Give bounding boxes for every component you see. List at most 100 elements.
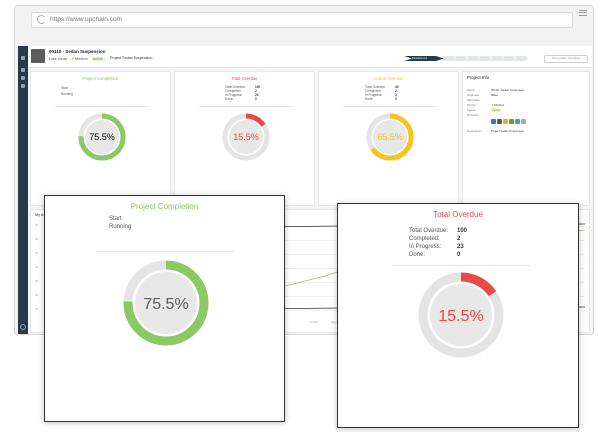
row-label: Done: [409,252,426,258]
overdue-card: Total Overdue Total Overdue: 100 Complete… [174,71,315,206]
project-info-card: Project Info Name: 00110 - Sedan Suspensi… [462,71,590,206]
info-row: Members: [467,113,479,117]
row-label: In Progress: [225,93,243,97]
row-label: Completed: [225,89,242,93]
stage-step[interactable] [454,56,468,61]
row-label: Members: [467,113,480,117]
stage-step[interactable] [502,56,516,61]
project-info-title: Project Info [467,75,490,80]
completion-title: Project Completion [82,76,119,81]
info-row: Start Date: [467,98,480,102]
stage-step[interactable] [442,56,456,61]
row-value: 100 [457,228,468,234]
row-value: ★ Medium [491,103,504,107]
avatar[interactable] [503,119,508,124]
row-label: Name: [467,88,476,92]
overdue-donut: 15.5% [222,113,270,161]
stage-step[interactable] [514,56,528,61]
divider [343,106,437,107]
donut-arc [366,113,414,161]
gridline [45,240,585,241]
critical-row: Total Overdue: 40 [365,85,399,89]
project-thumbnail [31,49,45,63]
row-label: Total Overdue: [365,85,386,89]
status-badge: Active [90,57,105,61]
zoom-overdue-row: Total Overdue: 100 [409,228,467,234]
critical-row: In Progress: 3 [365,93,397,97]
y-tick: 50 [35,252,38,255]
zoom-overdue-panel: Total Overdue Total Overdue: 100 Complete… [337,203,579,428]
donut-arc [222,113,270,161]
zoom-overdue-row: Completed: 2 [409,236,460,242]
overdue-percent: 15.5% [233,132,259,142]
nav-home-icon[interactable] [21,56,25,60]
left-nav [18,46,28,334]
completion-donut: 75.5% [78,113,126,161]
nav-projects-icon[interactable] [21,68,25,72]
y-tick: 60 [35,238,38,241]
row-value: 0 [395,97,397,101]
status-label: Running [61,92,73,96]
row-label: Status: [467,108,476,112]
zoom-completion-donut: 75.5% [123,260,209,346]
row-label: Completed: [365,89,382,93]
row-label: Total Overdue: [225,85,246,89]
y-tick: 70 [35,224,38,227]
stage-step[interactable] [478,56,492,61]
avatar[interactable] [491,119,496,124]
row-value: 0 [255,97,257,101]
divider [199,106,293,107]
gridline [45,310,585,311]
avatar[interactable] [497,119,502,124]
stage-active[interactable]: Development [404,56,444,61]
row-value: 2 [457,236,461,242]
zoom-overdue-row: Done: 0 [409,252,460,258]
critical-title: Critical Overdue [373,76,404,81]
zoom-completion-panel: Project Completion Start Running 75.5% [44,195,285,422]
avatar[interactable] [515,119,520,124]
zoom-start-label: Start [109,216,122,222]
divider [55,106,149,107]
divider [97,251,235,252]
zoom-overdue-title: Total Overdue [433,210,483,219]
info-row: Priority: ★ Medium [467,103,504,107]
browser-menu-icon[interactable] [579,10,587,16]
row-value: 3 [395,93,397,97]
row-label: Priority: [467,103,477,107]
status-badge: Active [491,108,501,112]
zoom-completion-percent: 75.5% [143,296,188,313]
stage-step[interactable] [490,56,504,61]
member-avatars [491,119,526,124]
overdue-row: In Progress: 23 [225,93,259,97]
overdue-row: Total Overdue: 100 [225,85,260,89]
row-value: 23 [255,93,259,97]
nav-user-icon[interactable] [20,324,26,330]
priority-value: Medium [494,103,505,107]
x-tick: Aug 2017 [331,321,342,324]
row-label: Description: [467,129,482,133]
address-bar[interactable]: https://www.upchain.com [31,12,573,28]
completion-card: Project Completion Start Running 75.5% [30,71,171,206]
stage-step[interactable] [466,56,480,61]
zoom-status-label: Running [109,224,132,230]
reload-icon[interactable] [37,15,46,24]
row-value: 40 [395,85,399,89]
avatar[interactable] [521,119,526,124]
critical-donut: 65.5% [366,113,414,161]
priority-star-icon: ★ [491,103,494,107]
row-value: 00110 - Sedan Suspension [491,88,525,92]
row-value: Project Sedan Suspension [491,129,524,133]
row-label: Completed: [409,236,440,242]
nav-settings-icon[interactable] [21,84,25,88]
donut-arc [418,272,504,358]
project-action-button[interactable]: Go to project over (Eqs) [544,55,588,63]
nav-parts-icon[interactable] [21,76,25,80]
avatar[interactable] [509,119,514,124]
info-row: Description: Project Sedan Suspension [467,129,524,133]
row-label: Total Overdue: [409,228,449,234]
info-row: Organiser: 00Eet [467,93,498,97]
gridline [45,282,585,283]
row-value: 00Eet [491,93,499,97]
row-label: In Progress: [365,93,383,97]
donut-center [229,120,263,154]
